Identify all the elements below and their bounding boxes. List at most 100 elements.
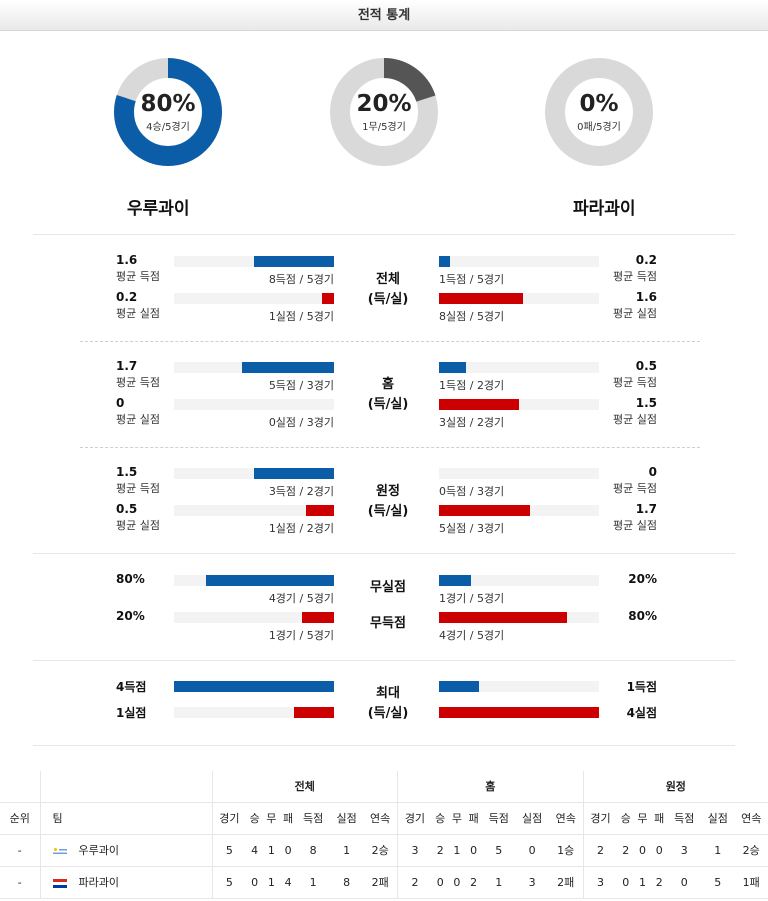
clean-home-value: 20% [116,609,145,623]
home-away-value: 1.5 [635,396,657,410]
col-overall-4: 득점 [296,802,330,835]
clean-home-bar-track [174,575,334,586]
overall-away-value: 0.2 [635,253,657,267]
overall-away-bar-fill [439,293,523,304]
away-stat-cell: 1 [700,834,735,867]
max-home-bar-track [174,681,334,692]
away-home-bar-fill [306,505,334,516]
col-home-1: 승 [431,802,449,835]
overall-away-label: 평균 득점 [613,270,657,283]
loss-rate-pct: 0% [579,91,619,117]
away-team-name: 파라과이 [573,199,636,219]
away-home-note: 1실점 / 2경기 [268,522,334,535]
home-home-note: 0실점 / 3경기 [268,416,334,429]
standings-table: 전체 홈 원정 순위 팀 경기 승 무 패 득점 실점 연속 경기 승 무 패 득점 실점 연속 경기 승 무 패… [0,771,768,899]
max-home-value: 4득점 [116,680,147,694]
away-home-note: 3득점 / 2경기 [268,485,334,498]
overall-away-bar-fill [439,256,450,267]
rank-cell: - [0,866,40,899]
clean-home-value: 80% [116,572,145,586]
overall-away-bar-track [439,256,599,267]
col-overall-0: 경기 [211,802,247,835]
away-stat-cell: 2승 [734,834,768,867]
loss-rate-ring [545,58,653,166]
away-stat-cell: 5 [700,866,735,899]
team-name: 파라과이 [78,876,119,889]
overall-away-note: 1득점 / 5경기 [439,273,505,286]
away-stat-cell: 3 [667,834,701,867]
max-home-bar-fill [174,681,334,692]
away-stat-cell: 1패 [734,866,768,899]
col-home-2: 무 [448,802,466,835]
home-away-bar-track [439,399,599,410]
col-away-5: 실점 [700,802,735,835]
overall-home-bar-track [174,293,334,304]
overall-home-label: 평균 득점 [116,270,160,283]
home-away-bar-track [439,362,599,373]
team-cell: 우루과이 [39,834,212,867]
away-away-label: 평균 득점 [613,482,657,495]
overall-home-label: 평균 실점 [116,307,160,320]
home-stat-cell: 2패 [548,866,584,899]
overall-stat-cell: 4 [279,866,297,899]
loss-rate-donut: 0% 0패/5경기 [545,58,653,166]
home-stat-cell: 5 [481,834,516,867]
overall-home-bar-fill [254,256,334,267]
home-away-bar-fill [439,399,519,410]
max-away-bar-track [439,707,599,718]
home-home-label: 평균 실점 [116,413,160,426]
home-stat-cell: 1승 [548,834,584,867]
group-away: 원정 [582,771,768,803]
col-away-1: 승 [617,802,635,835]
section-divider [33,234,735,235]
col-overall-3: 패 [279,802,297,835]
overall-home-bar-fill [322,293,334,304]
away-stat-cell: 0 [634,834,651,867]
home-stat-cell: 1 [448,834,466,867]
win-rate-pct: 80% [140,91,196,117]
overall-home-value: 0.2 [116,290,138,304]
overall-away-label: 평균 실점 [613,307,657,320]
overall-stat-cell: 2패 [363,866,398,899]
col-team: 팀 [39,802,212,835]
overall-away-value: 1.6 [635,290,657,304]
away-center-sublabel: (득/실) [367,504,409,519]
table-row[interactable]: - 파라과이 5 0 1 4 1 8 2패 2 0 0 2 1 3 2패 3 0 1 2 0 5 1패 [0,866,768,899]
col-home-3: 패 [465,802,482,835]
col-home-5: 실점 [515,802,549,835]
overall-stat-cell: 0 [279,834,297,867]
table-column-header: 순위 팀 경기 승 무 패 득점 실점 연속 경기 승 무 패 득점 실점 연속 경기 승 무 패 득점 실점 연속 [0,802,768,835]
away-stat-cell: 0 [667,866,701,899]
max-center-label: 최대 [376,686,400,701]
overall-stat-cell: 1 [296,866,330,899]
home-stat-cell: 0 [448,866,466,899]
table-group-header: 전체 홈 원정 [0,771,768,803]
col-overall-5: 실점 [329,802,364,835]
home-home-label: 평균 득점 [116,376,160,389]
clean-home-bar-fill [206,575,334,586]
col-home-6: 연속 [548,802,584,835]
away-home-label: 평균 실점 [116,519,160,532]
overall-stat-cell: 1 [262,866,280,899]
clean-away-value: 20% [628,572,657,586]
away-stat-cell: 2 [650,866,668,899]
col-away-0: 경기 [582,802,618,835]
col-overall-2: 무 [262,802,280,835]
away-stat-cell: 0 [617,866,635,899]
away-away-bar-track [439,468,599,479]
uruguay-flag-icon [52,846,67,856]
table-row[interactable]: - 우루과이 5 4 1 0 8 1 2승 3 2 1 0 5 0 1승 2 2 0 0 3 1 2승 [0,834,768,867]
away-away-note: 0득점 / 3경기 [439,485,505,498]
away-home-bar-track [174,468,334,479]
clean-home-note: 1경기 / 5경기 [268,629,334,642]
away-home-value: 1.5 [116,465,138,479]
col-away-2: 무 [634,802,651,835]
home-away-value: 0.5 [635,359,657,373]
overall-stat-cell: 0 [246,866,263,899]
home-home-bar-fill [242,362,334,373]
overall-home-note: 8득점 / 5경기 [268,273,334,286]
overall-stat-cell: 2승 [363,834,398,867]
away-stat-cell: 2 [617,834,635,867]
overall-home-note: 1실점 / 5경기 [268,310,334,323]
max-away-value: 4실점 [626,706,657,720]
